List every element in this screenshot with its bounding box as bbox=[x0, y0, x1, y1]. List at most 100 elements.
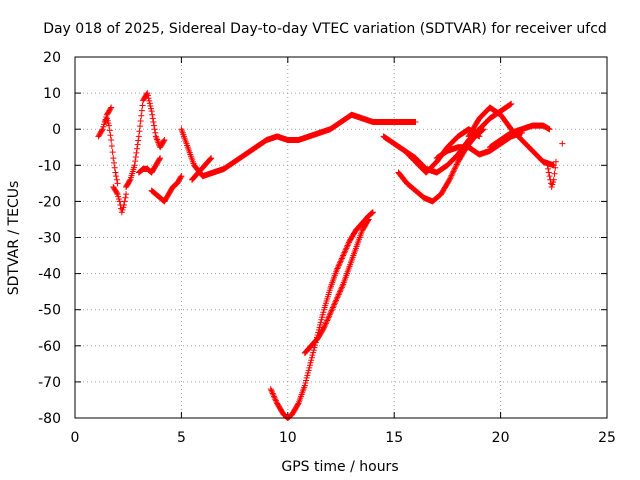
data-point bbox=[303, 377, 310, 384]
data-point bbox=[320, 325, 327, 332]
data-point bbox=[337, 258, 344, 265]
data-point bbox=[324, 316, 331, 323]
data-point bbox=[343, 243, 350, 250]
x-tick-label: 10 bbox=[279, 430, 297, 446]
data-point bbox=[340, 252, 347, 259]
data-point bbox=[326, 311, 333, 318]
tick-layer: 0 5 10 15 20 25 -80 -70 -60 -50 -40 -30 -20 -10 0 10 20 bbox=[38, 50, 616, 446]
y-tick-label: 20 bbox=[43, 50, 61, 66]
data-point bbox=[107, 105, 114, 112]
series-arc-c bbox=[110, 183, 130, 216]
data-point bbox=[335, 264, 342, 271]
data-point bbox=[113, 173, 120, 180]
data-point bbox=[544, 162, 551, 169]
data-point bbox=[368, 210, 375, 217]
data-point bbox=[330, 303, 337, 310]
data-point bbox=[335, 262, 342, 269]
data-point bbox=[151, 122, 158, 129]
data-point bbox=[345, 240, 352, 247]
data-point bbox=[301, 382, 308, 389]
data-point bbox=[335, 292, 342, 299]
x-tick-label: 25 bbox=[598, 430, 616, 446]
series-arc-b bbox=[101, 104, 115, 125]
data-point bbox=[365, 217, 372, 224]
data-point bbox=[449, 169, 456, 176]
series-arc-e bbox=[148, 173, 185, 205]
data-point bbox=[369, 209, 376, 216]
data-point bbox=[98, 127, 105, 134]
y-tick-label: -70 bbox=[38, 375, 61, 391]
data-point bbox=[272, 397, 279, 404]
y-tick-label: -50 bbox=[38, 303, 61, 319]
data-point bbox=[269, 389, 276, 396]
data-point bbox=[328, 307, 335, 314]
data-point bbox=[322, 320, 329, 327]
data-point bbox=[319, 314, 326, 321]
data-point bbox=[149, 115, 156, 122]
data-point bbox=[270, 391, 277, 398]
data-point bbox=[131, 162, 138, 169]
data-point bbox=[144, 90, 151, 97]
series-arc-a bbox=[95, 115, 121, 187]
data-point bbox=[151, 126, 158, 133]
series-arc-m bbox=[401, 100, 515, 176]
series-arc-j bbox=[301, 216, 372, 357]
data-point bbox=[123, 191, 130, 198]
data-point bbox=[412, 118, 419, 125]
series-arc-r bbox=[559, 140, 566, 147]
data-point bbox=[340, 251, 347, 258]
data-point bbox=[106, 127, 113, 134]
chart-title: Day 018 of 2025, Sidereal Day-to-day VTE… bbox=[43, 21, 607, 37]
data-point bbox=[177, 174, 184, 181]
data-point bbox=[134, 145, 141, 152]
data-point bbox=[446, 176, 453, 183]
data-point bbox=[303, 374, 310, 381]
data-point bbox=[339, 282, 346, 289]
data-point bbox=[114, 180, 121, 187]
data-point bbox=[327, 310, 334, 317]
data-point bbox=[178, 173, 185, 180]
data-point bbox=[146, 97, 153, 104]
data-point bbox=[306, 362, 313, 369]
data-point bbox=[269, 390, 276, 397]
data-point bbox=[112, 169, 119, 176]
data-point bbox=[138, 107, 145, 114]
data-point bbox=[451, 165, 458, 172]
data-point bbox=[272, 396, 279, 403]
data-point bbox=[120, 202, 127, 209]
data-point bbox=[273, 399, 280, 406]
data-point bbox=[448, 172, 455, 179]
data-point bbox=[337, 287, 344, 294]
data-point bbox=[113, 176, 120, 183]
data-point bbox=[161, 137, 168, 144]
data-point bbox=[451, 167, 458, 174]
data-point bbox=[317, 319, 324, 326]
data-point bbox=[270, 393, 277, 400]
data-point bbox=[111, 164, 118, 171]
data-point bbox=[107, 132, 114, 139]
data-point bbox=[113, 189, 120, 196]
data-point bbox=[343, 245, 350, 252]
data-point bbox=[323, 318, 330, 325]
data-point bbox=[559, 140, 566, 147]
data-point bbox=[334, 265, 341, 272]
data-point bbox=[324, 317, 331, 324]
data-point bbox=[341, 249, 348, 256]
data-point bbox=[108, 137, 115, 144]
data-point bbox=[508, 100, 515, 107]
x-tick-label: 15 bbox=[385, 430, 403, 446]
data-point bbox=[136, 128, 143, 135]
data-point bbox=[552, 158, 559, 165]
data-point bbox=[308, 357, 315, 364]
data-point bbox=[306, 364, 313, 371]
data-point bbox=[545, 169, 552, 176]
y-tick-label: 0 bbox=[52, 122, 61, 138]
data-point bbox=[132, 154, 139, 161]
data-point bbox=[338, 256, 345, 263]
data-point bbox=[338, 285, 345, 292]
x-tick-label: 0 bbox=[71, 430, 80, 446]
data-point bbox=[207, 155, 214, 162]
data-point bbox=[329, 304, 336, 311]
data-point bbox=[339, 253, 346, 260]
